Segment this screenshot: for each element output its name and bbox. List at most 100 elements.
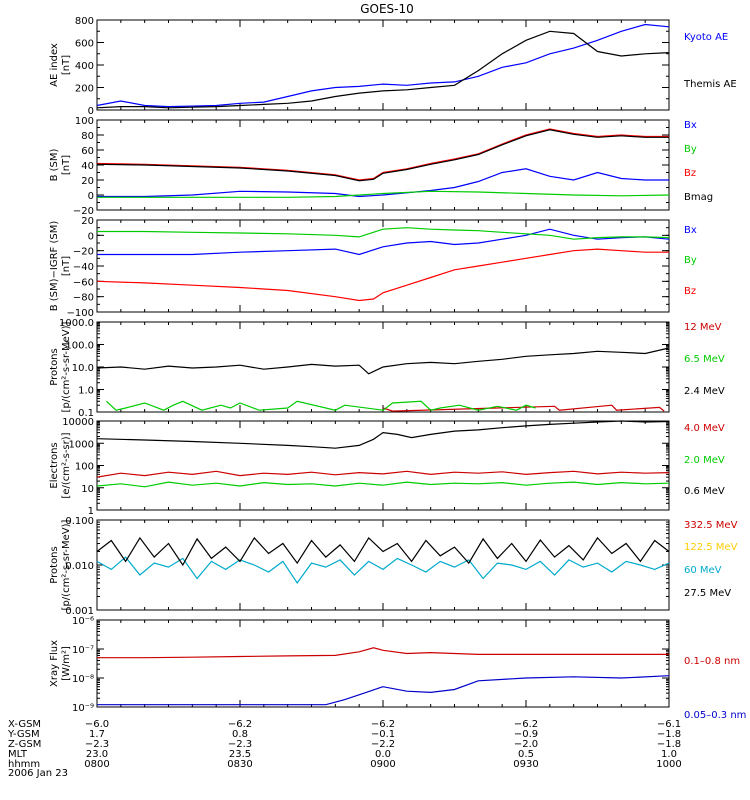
- y-tick-label: 800: [75, 16, 94, 27]
- y-tick-label: 10000: [62, 417, 94, 428]
- series-line: [96, 248, 669, 302]
- x-row-value: 0900: [370, 759, 395, 770]
- x-row-value: −0.9: [514, 729, 538, 740]
- panel-frame: [96, 219, 670, 313]
- panel-frame: [96, 619, 670, 708]
- legend-label: 122.5 MeV: [684, 542, 738, 553]
- x-row-value: 23.0: [86, 749, 108, 760]
- series-line: [97, 675, 670, 706]
- y-tick-label: 0.100: [65, 516, 94, 527]
- series-line: [96, 556, 670, 584]
- legend-label: Bx: [684, 120, 697, 131]
- legend-label: 4.0 MeV: [684, 423, 725, 434]
- y-tick-label: −60: [73, 277, 94, 288]
- x-row-value: 1.0: [661, 749, 677, 760]
- y-tick-label: 0: [88, 231, 94, 242]
- series-line: [96, 536, 670, 567]
- x-row-value: −6.2: [371, 719, 395, 730]
- series-line: [96, 481, 670, 488]
- legend-label: Bz: [684, 286, 696, 297]
- legend-label: By: [684, 255, 697, 266]
- x-row-value: −1.8: [657, 739, 681, 750]
- y-axis-label: Protons: [49, 546, 60, 583]
- legend-label: By: [684, 144, 697, 155]
- x-row-value: 0.8: [232, 729, 248, 740]
- x-row-value: 0930: [513, 759, 538, 770]
- y-tick-label: 10⁻⁹: [72, 703, 94, 714]
- legend-label: 6.5 MeV: [684, 354, 725, 365]
- panel-3: −100 −80 −60 −40 −20 0 20 B (SM)−IGRF (SM) [nT] B…: [49, 216, 697, 319]
- y-tick-label: 10.0: [72, 363, 94, 374]
- legend-label: 12 MeV: [684, 322, 722, 333]
- legend-label: Bmag: [684, 192, 713, 203]
- series-line: [97, 168, 669, 198]
- y-axis-unit: [nT]: [61, 256, 72, 276]
- legend-label: 2.4 MeV: [684, 386, 725, 397]
- y-tick-label: 0: [88, 191, 94, 202]
- legend-label: 27.5 MeV: [684, 588, 731, 599]
- panel-4: 0.1 1.0 10.0 100.0 1000.0 Protons [p/(cm²-s-sr…: [49, 318, 725, 419]
- y-tick-label: 0: [88, 106, 94, 117]
- date-label: 2006 Jan 23: [8, 768, 68, 779]
- x-row-value: −2.3: [228, 739, 252, 750]
- legend-label: Kyoto AE: [684, 32, 728, 43]
- y-axis-unit: [nT]: [61, 155, 72, 175]
- legend-label: 0.1–0.8 nm: [684, 656, 740, 667]
- panel-2: −20 0 20 40 60 80 100 B (SM) [nT] Bx By Bz Bmag: [49, 116, 713, 217]
- x-row-value: 0800: [84, 759, 109, 770]
- series-line: [97, 190, 670, 198]
- y-tick-label: 0.1: [78, 408, 94, 419]
- y-tick-label: 40: [81, 161, 94, 172]
- y-axis-label: B (SM)−IGRF (SM): [49, 221, 60, 312]
- y-tick-label: 20: [81, 176, 94, 187]
- y-tick-label: 80: [81, 131, 94, 142]
- legend-label: 332.5 MeV: [684, 520, 738, 531]
- y-tick-label: 10⁻⁷: [72, 645, 94, 656]
- y-tick-label: −20: [73, 206, 94, 217]
- y-tick-label: 10⁻⁶: [72, 616, 94, 627]
- x-row-value: 1000: [656, 759, 681, 770]
- panel-6: 0.001 0.010 0.100 Protons [p/(cm²-s-sr-MeV)]…: [49, 516, 738, 617]
- y-tick-label: 60: [81, 146, 94, 157]
- series-line: [96, 347, 670, 375]
- series-line: [97, 647, 669, 659]
- y-tick-label: 20: [81, 216, 94, 227]
- y-tick-label: −100: [67, 308, 94, 319]
- y-tick-label: −80: [73, 293, 94, 304]
- y-axis-label: AE index: [49, 43, 60, 87]
- series-line: [96, 23, 670, 108]
- y-tick-label: 1: [88, 506, 94, 517]
- x-row-label: X-GSM: [8, 719, 41, 730]
- x-row-value: −6.1: [657, 719, 681, 730]
- series-line: [96, 129, 669, 182]
- x-row-value: −0.1: [371, 729, 395, 740]
- y-tick-label: 10⁻⁸: [72, 674, 94, 685]
- series-line: [96, 470, 670, 478]
- x-row-value: 0830: [227, 759, 252, 770]
- legend-label: Themis AE: [683, 79, 737, 90]
- y-tick-label: 200: [75, 84, 94, 95]
- x-row-value: −6.2: [514, 719, 538, 730]
- panel-5: 1 10 100 1000 10000 Electrons [e/(cm²-s-sr)] 4.…: [49, 417, 725, 517]
- panel-7: 10⁻⁹ 10⁻⁸ 10⁻⁷ 10⁻⁶ Xray Flux [W/m²] 0.1–0.8 n…: [49, 616, 746, 721]
- panel-1: 0 200 400 600 800 AE index [nT] Kyoto AE Themis …: [49, 16, 737, 117]
- x-row-value: −6.0: [85, 719, 109, 730]
- series-line: [96, 420, 670, 449]
- x-row-label: hhmm: [8, 759, 40, 770]
- x-row-value: 0.5: [518, 749, 534, 760]
- series-line: [106, 400, 536, 411]
- x-row-value: 23.5: [229, 749, 251, 760]
- x-row-value: 1.7: [89, 729, 105, 740]
- x-row-value: −6.2: [228, 719, 252, 730]
- y-tick-label: 0.001: [65, 606, 94, 617]
- legend-label: 0.05–0.3 nm: [684, 710, 746, 721]
- x-row-label: MLT: [8, 749, 28, 760]
- series-line: [97, 227, 670, 240]
- x-row-value: −1.8: [657, 729, 681, 740]
- x-row-label: Z-GSM: [8, 739, 41, 750]
- y-axis-unit: [e/(cm²-s-sr)]: [61, 432, 72, 498]
- x-row-label: Y-GSM: [7, 729, 40, 740]
- panel-frame: [96, 19, 670, 111]
- x-axis-table: X-GSM −6.0 −6.2 −6.2 −6.2 −6.1 Y-GSM 1.7 0.8 −0.1…: [7, 719, 682, 770]
